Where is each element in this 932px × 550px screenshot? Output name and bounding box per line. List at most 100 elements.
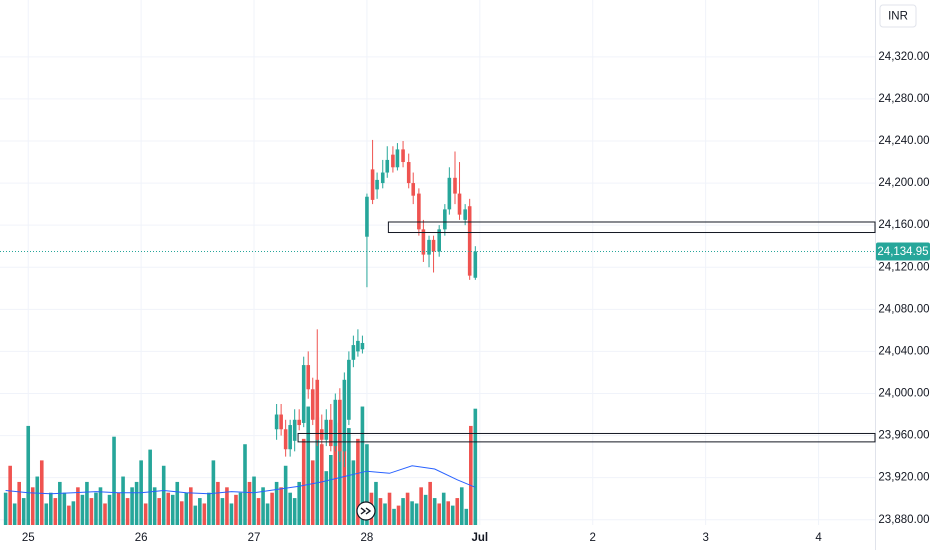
- y-tick-label: 24,320.00: [878, 51, 929, 63]
- volume-bar: [292, 498, 297, 525]
- volume-ma-line: [5, 465, 476, 495]
- y-tick-label: 24,160.00: [878, 219, 929, 231]
- volume-bar: [44, 503, 49, 525]
- candle-body: [351, 345, 356, 360]
- candle-body: [301, 365, 306, 423]
- volume-bar: [315, 417, 320, 525]
- candle-body: [457, 193, 462, 215]
- y-tick-label: 23,960.00: [878, 430, 929, 442]
- volume-bar: [89, 498, 94, 525]
- volume-bar: [310, 460, 315, 525]
- volume-bar: [347, 428, 351, 525]
- logo-badge[interactable]: [356, 501, 376, 521]
- candle-body: [297, 419, 301, 426]
- volume-bar: [441, 492, 446, 525]
- volume-bar: [243, 444, 247, 525]
- volume-bar: [392, 508, 396, 525]
- volume-bar: [225, 487, 229, 525]
- candle-body: [324, 419, 329, 440]
- candle-body: [319, 429, 324, 440]
- volume-bar: [378, 498, 383, 525]
- candle-body: [279, 414, 283, 430]
- volume-bar: [473, 408, 478, 525]
- volume-bar: [446, 501, 451, 525]
- volume-bar: [256, 498, 261, 525]
- volume-bar: [17, 481, 21, 525]
- volume-bar: [202, 503, 207, 525]
- grid: [0, 0, 875, 525]
- volume-bar: [428, 481, 432, 525]
- candle-body: [453, 177, 457, 194]
- y-tick-label: 24,240.00: [878, 135, 929, 147]
- price-zone: [387, 221, 876, 234]
- volume-bar: [319, 444, 324, 525]
- volume-bar: [270, 492, 274, 525]
- candle-body: [431, 239, 436, 252]
- y-tick-label: 24,000.00: [878, 388, 929, 400]
- candle-body: [329, 419, 333, 447]
- volume-bar: [80, 494, 85, 525]
- candle-body: [391, 154, 395, 168]
- axes: 23,880.00 23,920.00 23,960.00 24,000.00 24,0…: [22, 51, 930, 544]
- volume-bar: [53, 498, 58, 525]
- volume-bar: [193, 505, 198, 525]
- volume-bar: [211, 460, 216, 525]
- volume-bar: [157, 498, 161, 525]
- volume-bar: [170, 494, 175, 525]
- candle-body: [342, 379, 347, 452]
- volume-bar: [62, 492, 67, 525]
- x-tick-label: 28: [361, 532, 374, 544]
- candle-body: [288, 425, 292, 450]
- volume-bar: [238, 492, 243, 525]
- volume-bar: [450, 505, 455, 525]
- volume-bar: [437, 503, 441, 525]
- y-tick-label: 23,880.00: [878, 514, 929, 526]
- candle-body: [385, 159, 390, 173]
- candle-body: [443, 209, 447, 230]
- candle-body: [473, 251, 478, 278]
- volume-bar: [351, 460, 356, 525]
- candle-body: [447, 177, 452, 210]
- volume-pane: [3, 406, 478, 525]
- overlay: [0, 221, 876, 443]
- volume-bar: [459, 487, 464, 525]
- price-zone: [297, 432, 876, 443]
- volume-bar: [94, 492, 98, 525]
- candle-body: [421, 229, 426, 255]
- volume-bar: [333, 422, 338, 525]
- volume-bar: [338, 433, 342, 525]
- volume-bar: [360, 406, 365, 525]
- volume-bar: [58, 481, 62, 525]
- volume-bar: [121, 476, 125, 525]
- currency-label[interactable]: INR: [888, 11, 908, 23]
- volume-bar: [103, 503, 107, 525]
- candle-body: [427, 239, 431, 255]
- volume-bar: [432, 498, 437, 525]
- volume-bar: [274, 481, 279, 525]
- volume-bar: [134, 481, 139, 525]
- volume-bar: [261, 487, 265, 525]
- x-tick-label: 25: [22, 532, 35, 544]
- x-tick-label: Jul: [472, 532, 489, 544]
- currency-box[interactable]: [879, 4, 917, 28]
- volume-bar: [161, 465, 166, 525]
- candle-body: [380, 172, 385, 184]
- volume-bar: [301, 438, 306, 525]
- volume-bar: [401, 498, 405, 525]
- x-tick-label: 27: [248, 532, 261, 544]
- candle-body: [463, 209, 467, 220]
- volume-bar: [297, 481, 301, 525]
- candle-body: [274, 414, 279, 430]
- candle-body: [437, 229, 441, 252]
- volume-bar: [35, 476, 40, 525]
- candle-body: [360, 342, 365, 350]
- volume-bar: [67, 505, 71, 525]
- volume-bar: [175, 481, 180, 525]
- volume-bar: [387, 492, 392, 525]
- volume-bar: [374, 481, 378, 525]
- candle-body: [370, 169, 375, 200]
- volume-bar: [166, 492, 171, 525]
- volume-bar: [76, 487, 80, 525]
- x-tick-label: 26: [135, 532, 148, 544]
- y-tick-label: 23,920.00: [878, 472, 929, 484]
